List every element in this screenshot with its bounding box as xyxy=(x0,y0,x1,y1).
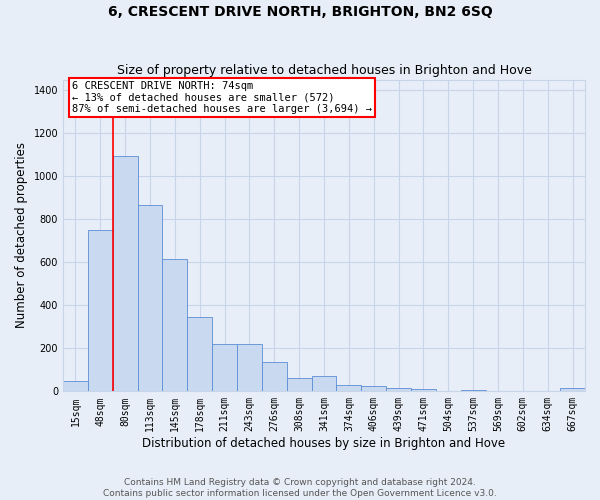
Bar xyxy=(187,316,212,392)
Bar xyxy=(287,378,311,392)
Bar xyxy=(113,156,137,392)
Bar xyxy=(163,259,187,392)
Bar xyxy=(137,206,163,392)
Bar xyxy=(411,389,436,392)
Text: Contains HM Land Registry data © Crown copyright and database right 2024.
Contai: Contains HM Land Registry data © Crown c… xyxy=(103,478,497,498)
Text: 6, CRESCENT DRIVE NORTH, BRIGHTON, BN2 6SQ: 6, CRESCENT DRIVE NORTH, BRIGHTON, BN2 6… xyxy=(107,5,493,19)
Bar xyxy=(237,344,262,392)
Text: 6 CRESCENT DRIVE NORTH: 74sqm
← 13% of detached houses are smaller (572)
87% of : 6 CRESCENT DRIVE NORTH: 74sqm ← 13% of d… xyxy=(72,81,372,114)
Bar xyxy=(386,388,411,392)
X-axis label: Distribution of detached houses by size in Brighton and Hove: Distribution of detached houses by size … xyxy=(142,437,506,450)
Y-axis label: Number of detached properties: Number of detached properties xyxy=(15,142,28,328)
Bar xyxy=(361,386,386,392)
Bar xyxy=(337,386,361,392)
Bar xyxy=(560,388,585,392)
Bar xyxy=(311,376,337,392)
Bar xyxy=(262,362,287,392)
Title: Size of property relative to detached houses in Brighton and Hove: Size of property relative to detached ho… xyxy=(116,64,532,77)
Bar xyxy=(461,390,485,392)
Bar xyxy=(212,344,237,392)
Bar xyxy=(88,230,113,392)
Bar xyxy=(63,380,88,392)
